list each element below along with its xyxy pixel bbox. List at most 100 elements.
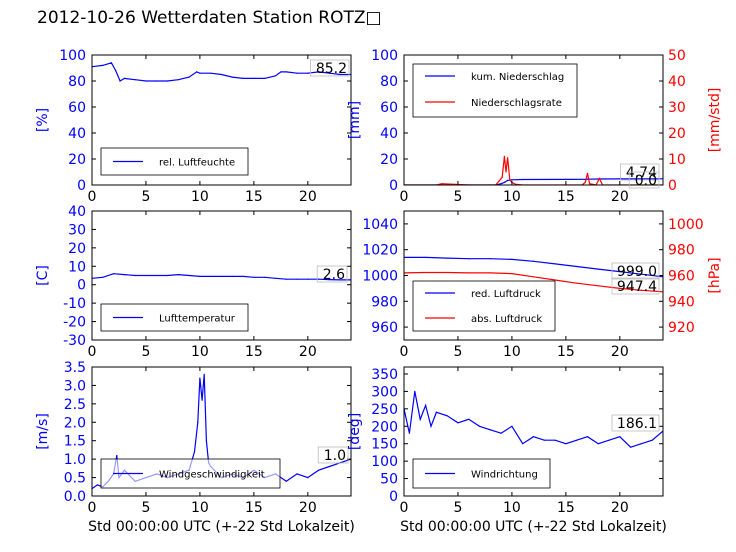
x-tick-label: 0 xyxy=(88,344,97,360)
series-point xyxy=(619,178,621,180)
legend-label: Windgeschwindigkeit xyxy=(159,470,265,481)
x-tick-label: 10 xyxy=(191,344,209,360)
series-point xyxy=(414,390,416,392)
plot-frame xyxy=(91,54,352,186)
y-axis-label: [mm] xyxy=(347,101,363,139)
series-point xyxy=(511,425,513,427)
y-tick-label: 350 xyxy=(371,367,398,383)
y-tick-label: 1020 xyxy=(362,243,398,259)
y-tick-label: 100 xyxy=(371,454,398,470)
y-tick-label: 250 xyxy=(371,402,398,418)
x-tick-label: 20 xyxy=(299,500,317,516)
y-tick-label: 80 xyxy=(68,74,86,90)
x-tick-label: 20 xyxy=(299,344,317,360)
series-point xyxy=(640,443,643,445)
y2-tick-label: 1000 xyxy=(668,217,704,233)
y-tick-label: 0 xyxy=(389,489,398,505)
y-axis-label: [%] xyxy=(35,108,51,132)
series2-point xyxy=(589,183,591,185)
legend-label: Windrichtung xyxy=(471,470,538,481)
series-point xyxy=(203,373,205,375)
series-point xyxy=(296,473,298,475)
series-point xyxy=(296,278,298,280)
y-tick-label: 80 xyxy=(380,74,398,90)
series-point xyxy=(205,440,207,442)
y2-tick-label: 980 xyxy=(668,243,695,259)
panel-humidity: 0 5 10 15 20 0 20 40 60 80 100 [%] rel. Luftfeuchte 8… xyxy=(35,48,352,205)
series-point xyxy=(231,275,233,277)
y-tick-label: -20 xyxy=(63,315,86,331)
series-point xyxy=(123,274,125,276)
y-tick-label: 20 xyxy=(68,241,86,257)
y-tick-label: 0 xyxy=(77,278,86,294)
series-line-0 xyxy=(404,391,663,448)
series-point xyxy=(199,377,201,379)
series-point xyxy=(134,274,136,277)
series-point xyxy=(511,179,513,181)
series2-point xyxy=(507,157,509,159)
x-tick-label: 10 xyxy=(503,189,521,205)
x-tick-label: 15 xyxy=(557,500,575,516)
series-line-0 xyxy=(92,62,351,82)
x-tick-label: 20 xyxy=(611,500,629,516)
x-tick-label: 5 xyxy=(141,189,150,205)
y-axis-label: [C] xyxy=(35,265,51,286)
series2-point xyxy=(503,155,505,157)
series-point xyxy=(489,258,491,260)
series-point xyxy=(522,443,524,445)
x-tick-label: 20 xyxy=(611,344,629,360)
series2-point xyxy=(509,179,511,181)
y-tick-label: 0.0 xyxy=(64,489,86,505)
series-point xyxy=(96,484,98,486)
y-tick-label: 50 xyxy=(380,472,398,488)
series-point xyxy=(576,439,578,441)
series-point xyxy=(576,265,578,268)
series-point xyxy=(113,273,115,275)
series2-point xyxy=(619,287,621,289)
y-tick-label: 40 xyxy=(68,126,86,142)
x-tick-label: 10 xyxy=(503,500,521,516)
series-point xyxy=(296,72,298,74)
series-point xyxy=(285,71,287,73)
y-tick-label: 40 xyxy=(380,126,398,142)
series-point xyxy=(586,436,589,438)
series-point xyxy=(500,183,502,185)
y-tick-label: 0.5 xyxy=(64,471,86,487)
series-point xyxy=(408,432,410,434)
x-tick-label: 0 xyxy=(400,344,409,360)
series-point xyxy=(318,469,320,471)
plot-frame xyxy=(91,366,352,497)
current-value-label: 999.0 xyxy=(617,264,657,280)
series-point xyxy=(511,258,513,260)
series-point xyxy=(210,275,212,277)
series-point xyxy=(307,278,309,280)
series2-point xyxy=(441,183,443,185)
series-point xyxy=(597,443,599,445)
series-point xyxy=(156,274,158,277)
plot-frame xyxy=(403,366,664,497)
series-point xyxy=(630,446,632,448)
series-point xyxy=(123,77,125,79)
x-tick-label: 15 xyxy=(245,344,263,360)
series2-point xyxy=(586,172,589,174)
series2-point xyxy=(576,282,578,284)
y-tick-label: 980 xyxy=(371,294,398,310)
y-tick-label: 100 xyxy=(59,48,86,64)
y-tick-label: -10 xyxy=(63,296,86,312)
series-point xyxy=(435,411,437,413)
series-point xyxy=(419,418,421,420)
x-tick-label: 0 xyxy=(400,500,409,516)
panel-wind-speed: 0 5 10 15 20 0.0 0.5 1.0 1.5 2.0 2.5 3.0 3.5 [m/s] Std… xyxy=(35,360,355,535)
plot-frame xyxy=(403,54,664,186)
x-tick-label: 10 xyxy=(191,500,209,516)
value-box xyxy=(628,171,660,189)
x-axis-label: Std 00:00:00 UTC (+-22 Std Lokalzeit) xyxy=(88,519,355,535)
series-point xyxy=(554,263,556,265)
x-tick-label: 5 xyxy=(453,189,462,205)
series-point xyxy=(177,274,179,276)
y-tick-label: 300 xyxy=(371,384,398,400)
series-point xyxy=(318,278,320,280)
series-point xyxy=(446,415,448,417)
series2-point xyxy=(598,177,600,180)
